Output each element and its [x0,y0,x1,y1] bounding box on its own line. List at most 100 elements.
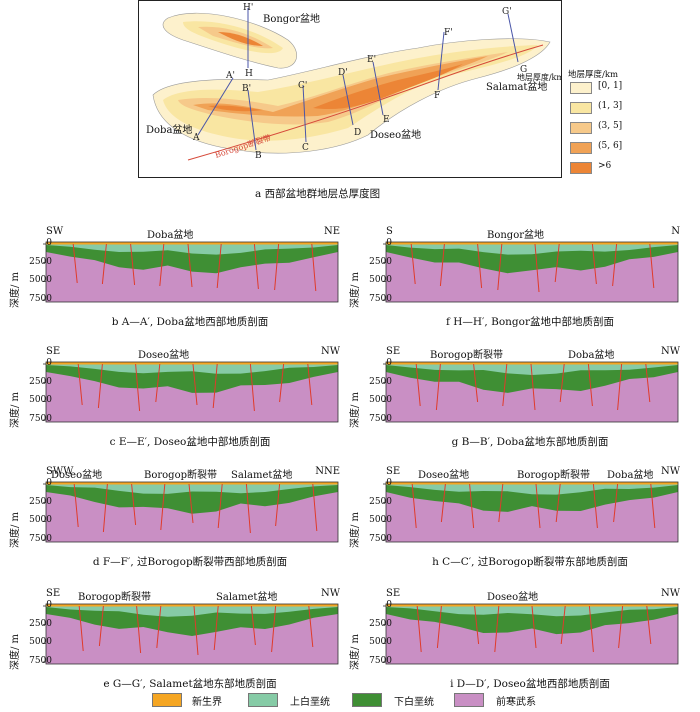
thickness-legend-label: [0, 1] [598,81,623,91]
section-unit-label: Borogop断裂带 [78,592,151,603]
depth-tick-label: 5000 [369,395,392,406]
thickness-swatch [570,122,592,134]
cenozoic-layer [386,482,678,485]
section-right-direction: NE [323,226,340,237]
fault-line [646,605,652,645]
fault-line [312,483,318,532]
fault-line [216,243,222,289]
fault-line [130,243,136,286]
depth-tick-label: 5000 [369,275,392,286]
fault-line [98,605,104,647]
fault-line [555,483,561,523]
section-left-direction: SE [46,346,61,357]
fault-line [617,363,623,411]
fault-line [101,243,107,285]
map-letter-a-prime: A' [225,71,235,81]
fault-line [274,243,280,291]
fault-line [410,243,416,285]
section-unit-label: Doseo盆地 [51,470,103,481]
section-frame [45,241,339,303]
section-left-direction: SE [386,466,401,477]
section-panel-i: 深度/ m 0 2500 5000 7500 SE NW Doseo盆地 i D—D′, Dos… [350,588,690,690]
depth-tick-label: 0 [386,238,392,248]
fault-line [440,483,446,523]
legend-swatch-cenozoic [152,693,182,707]
fault-line [439,243,445,287]
cenozoic-layer [46,604,338,607]
map-caption: a 西部盆地群地层总厚度图 [255,188,381,200]
depth-tick-label: 7500 [369,656,392,666]
section-frame [385,241,679,303]
map-letter-g: G [520,65,527,75]
fault-line [213,605,219,651]
thickness-swatch [570,142,592,154]
section-panel-h: 深度/ m 0 2500 5000 7500 SE NW Doseo盆地 Borogop断裂带 D… [350,466,690,568]
fault-line [612,243,618,287]
fault-line [73,483,79,528]
section-plot [383,481,679,543]
thickness-legend-label: >6 [598,161,612,171]
upper-cretaceous-layer [46,242,338,255]
depth-tick-label: 2500 [369,376,392,387]
fault-line [530,363,536,411]
fault-line [159,243,165,287]
map-letter-h: H [245,69,253,79]
fault-line [275,483,281,527]
depth-tick-label: 7500 [29,656,52,666]
section-unit-label: Bongor盆地 [487,230,545,241]
fault-line [135,363,141,412]
section-panel-g: 深度/ m 0 2500 5000 7500 SE NW Borogop断裂带 Doba盆地 g … [350,346,690,448]
section-right-direction: NW [660,346,680,357]
fault-line [245,483,251,534]
section-frame [385,361,679,423]
thickness-legend-title: 地层厚度/km [568,70,619,80]
depth-axis-label: 深度/ m [350,271,361,308]
depth-tick-label: 0 [386,600,392,610]
section-right-direction: NW [320,588,340,599]
depth-tick-label: 5000 [29,515,52,526]
depth-tick-label: 5000 [29,395,52,406]
section-caption: h C—C′, 过Borogop断裂带东部地质剖面 [432,556,628,568]
fault-line [249,363,255,412]
legend-label-cenozoic: 新生界 [192,697,222,708]
fault-line [531,605,537,649]
depth-tick-label: 7500 [29,294,52,304]
section-right-direction: NW [660,588,680,599]
depth-tick-label: 2500 [29,256,52,267]
map-letter-h-prime: H' [243,3,253,13]
section-left-direction: SE [386,588,401,599]
section-unit-label: Salamet盆地 [231,470,293,481]
fault-line [494,605,500,653]
fault-line [307,363,313,406]
map-letter-f: F [434,91,440,101]
depth-tick-label: 0 [46,478,52,488]
map-letter-b-prime: B' [242,84,251,94]
depth-tick-label: 2500 [29,496,52,507]
section-panel-f: 深度/ m 0 2500 5000 7500 S N Bongor盆地 f H—H′, Bong… [350,226,690,328]
fault-line [77,363,83,406]
map-letter-g-prime: G' [502,7,512,17]
section-unit-label: Borogop断裂带 [430,350,503,361]
upper-cretaceous-layer [46,604,338,617]
upper-cretaceous-layer [386,242,678,255]
section-frame [45,481,339,543]
cenozoic-layer [46,482,338,485]
section-frame [385,603,679,665]
thickness-legend-label: (5, 6] [598,141,623,151]
section-left-direction: SE [386,346,401,357]
depth-tick-label: 2500 [369,256,392,267]
section-unit-label: Doseo盆地 [418,470,470,481]
section-unit-label: Doseo盆地 [487,592,539,603]
fault-line [473,363,479,403]
depth-tick-label: 7500 [369,294,392,304]
fault-line [156,605,162,649]
section-right-direction: NW [660,466,680,477]
fault-line [554,243,560,283]
map-label-doba: Doba盆地 [146,123,192,136]
fault-line [212,363,218,409]
map-letter-d-prime: D' [338,68,348,78]
fault-line [415,363,421,407]
depth-tick-label: 7500 [29,414,52,424]
fault-line [535,483,541,529]
section-left-direction: SE [46,588,61,599]
